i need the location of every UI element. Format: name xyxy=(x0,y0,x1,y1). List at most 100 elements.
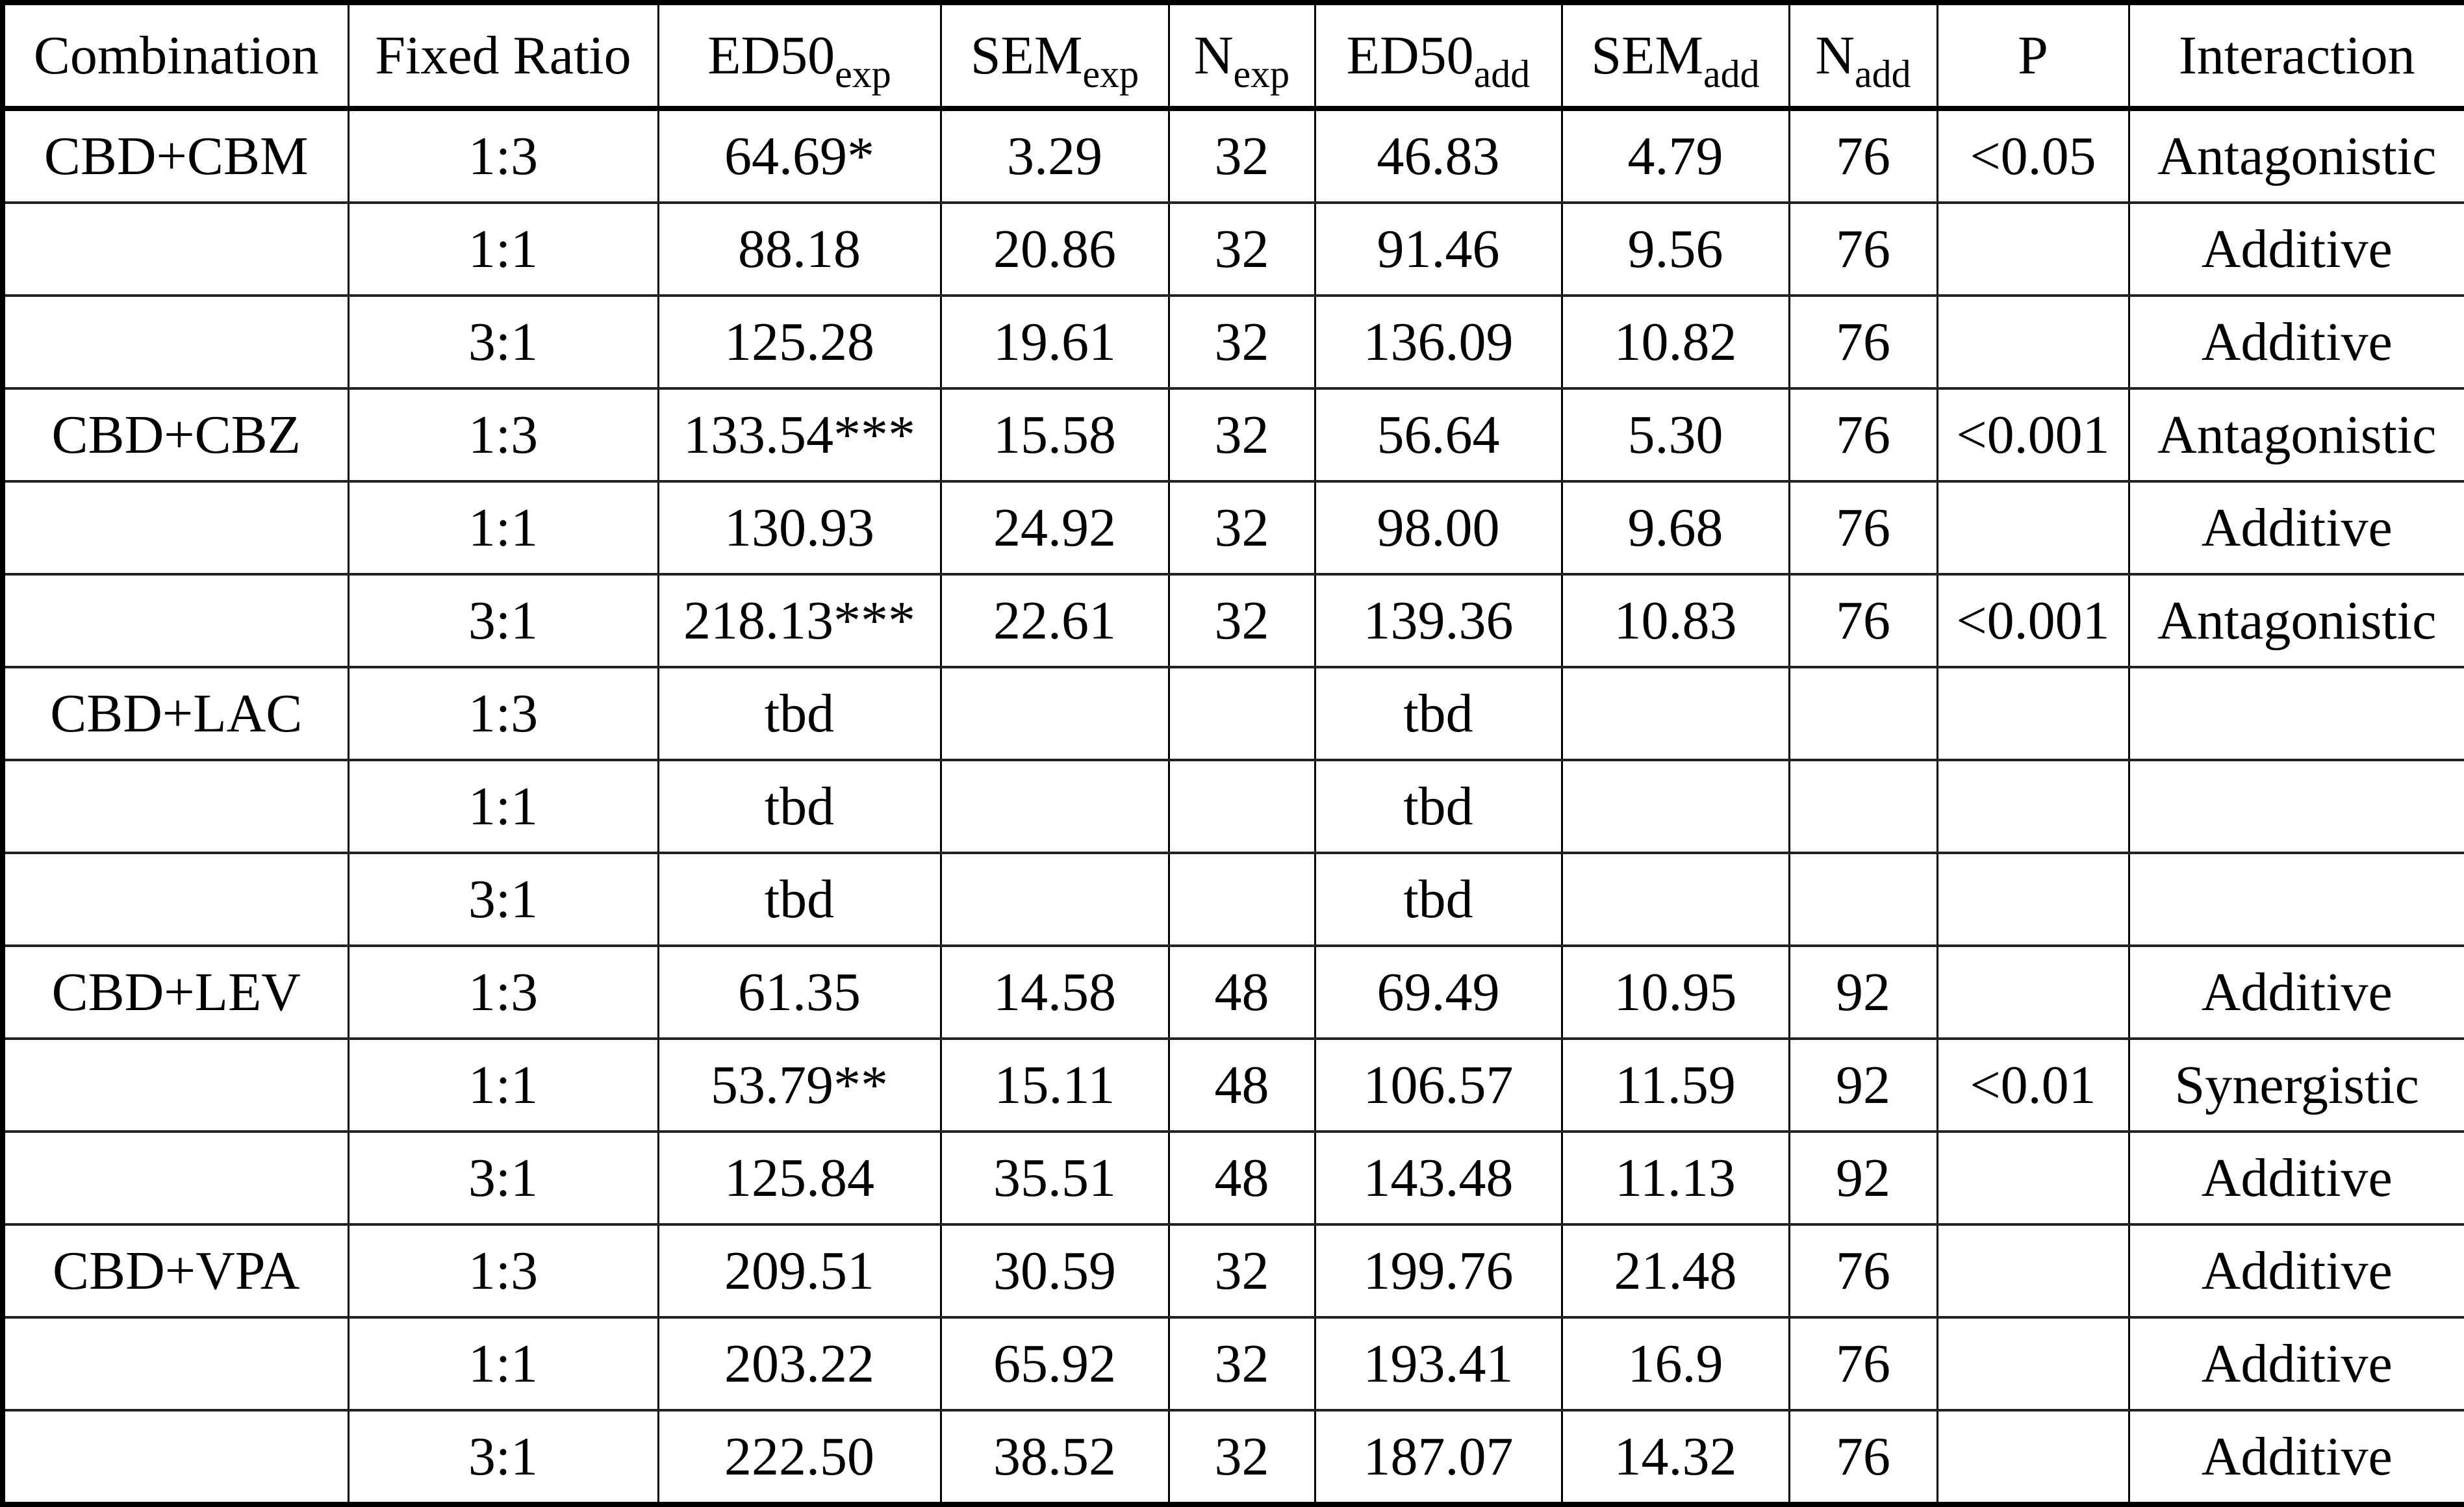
cell-sem-exp: 3.29 xyxy=(939,107,1170,204)
cell-ed50-add: 193.41 xyxy=(1314,1316,1563,1412)
cell-ed50-add: tbd xyxy=(1314,852,1563,947)
cell-sem-add: 5.30 xyxy=(1560,387,1790,483)
cell-sem-exp: 14.58 xyxy=(939,944,1170,1040)
cell-n-add: 76 xyxy=(1788,387,1938,483)
table-row: 1:1 53.79** 15.11 48 106.57 11.59 92 <0.01 Syner… xyxy=(1,1037,2464,1133)
cell-ed50-exp: 222.50 xyxy=(657,1409,942,1506)
cell-ed50-add: 139.36 xyxy=(1314,573,1563,668)
column-header-label: SEM xyxy=(970,25,1083,86)
cell-n-exp: 32 xyxy=(1167,480,1316,576)
cell-p-value xyxy=(1936,1409,2130,1506)
cell-fixed-ratio: 1:3 xyxy=(347,387,659,483)
cell-n-exp: 32 xyxy=(1167,573,1316,668)
cell-n-add: 76 xyxy=(1788,1223,1938,1319)
cell-ed50-exp: 209.51 xyxy=(657,1223,942,1319)
cell-n-add xyxy=(1788,852,1938,947)
cell-n-exp: 48 xyxy=(1167,1037,1316,1133)
cell-combination xyxy=(1,1316,349,1412)
cell-sem-exp xyxy=(939,666,1170,761)
column-header-subscript: exp xyxy=(1233,53,1290,95)
cell-p-value xyxy=(1936,666,2130,761)
cell-n-add: 76 xyxy=(1788,1409,1938,1506)
cell-fixed-ratio: 3:1 xyxy=(347,1130,659,1226)
cell-ed50-add: 136.09 xyxy=(1314,294,1563,390)
cell-ed50-add: tbd xyxy=(1314,666,1563,761)
cell-fixed-ratio: 1:3 xyxy=(347,666,659,761)
cell-sem-exp: 30.59 xyxy=(939,1223,1170,1319)
column-header-sem-exp: SEMexp xyxy=(939,1,1170,111)
cell-sem-exp: 38.52 xyxy=(939,1409,1170,1506)
cell-n-exp xyxy=(1167,852,1316,947)
cell-n-exp xyxy=(1167,666,1316,761)
column-header-label: SEM xyxy=(1591,25,1704,86)
cell-sem-add: 11.13 xyxy=(1560,1130,1790,1226)
cell-interaction xyxy=(2127,666,2464,761)
cell-n-add: 76 xyxy=(1788,1316,1938,1412)
cell-sem-add: 10.95 xyxy=(1560,944,1790,1040)
cell-sem-add xyxy=(1560,852,1790,947)
column-header-label: ED50 xyxy=(1346,25,1474,86)
cell-combination xyxy=(1,1409,349,1506)
cell-p-value xyxy=(1936,1223,2130,1319)
cell-p-value xyxy=(1936,759,2130,854)
column-header-label: N xyxy=(1815,25,1855,86)
cell-n-add: 76 xyxy=(1788,107,1938,204)
cell-n-exp: 32 xyxy=(1167,107,1316,204)
cell-interaction: Additive xyxy=(2127,294,2464,390)
cell-sem-exp: 15.11 xyxy=(939,1037,1170,1133)
cell-p-value xyxy=(1936,480,2130,576)
cell-ed50-exp: 53.79** xyxy=(657,1037,942,1133)
cell-sem-exp: 65.92 xyxy=(939,1316,1170,1412)
cell-ed50-exp: 61.35 xyxy=(657,944,942,1040)
cell-n-exp xyxy=(1167,759,1316,854)
cell-n-add xyxy=(1788,666,1938,761)
cell-ed50-add: 98.00 xyxy=(1314,480,1563,576)
table-row: 3:1 218.13*** 22.61 32 139.36 10.83 76 <0.001 An… xyxy=(1,573,2464,668)
cell-p-value: <0.05 xyxy=(1936,107,2130,204)
cell-combination: CBD+LEV xyxy=(1,944,349,1040)
cell-sem-add: 4.79 xyxy=(1560,107,1790,204)
table-row: CBD+LAC 1:3 tbd tbd xyxy=(1,666,2464,761)
cell-n-exp: 32 xyxy=(1167,201,1316,297)
cell-combination: CBD+LAC xyxy=(1,666,349,761)
cell-n-add: 76 xyxy=(1788,573,1938,668)
cell-p-value: <0.001 xyxy=(1936,387,2130,483)
cell-ed50-exp: 88.18 xyxy=(657,201,942,297)
cell-ed50-exp: tbd xyxy=(657,852,942,947)
cell-interaction: Additive xyxy=(2127,1130,2464,1226)
table-row: CBD+CBM 1:3 64.69* 3.29 32 46.83 4.79 76 <0.05 An… xyxy=(1,107,2464,204)
cell-ed50-exp: tbd xyxy=(657,759,942,854)
column-header-sem-add: SEMadd xyxy=(1560,1,1790,111)
column-header-subscript: add xyxy=(1703,53,1760,95)
cell-combination xyxy=(1,573,349,668)
cell-interaction: Additive xyxy=(2127,1316,2464,1412)
cell-ed50-add: 69.49 xyxy=(1314,944,1563,1040)
cell-ed50-exp: 125.28 xyxy=(657,294,942,390)
cell-n-add: 76 xyxy=(1788,294,1938,390)
cell-p-value: <0.001 xyxy=(1936,573,2130,668)
cell-sem-add: 16.9 xyxy=(1560,1316,1790,1412)
cell-sem-add: 10.83 xyxy=(1560,573,1790,668)
cell-ed50-add: 106.57 xyxy=(1314,1037,1563,1133)
cell-n-add: 76 xyxy=(1788,201,1938,297)
cell-sem-exp: 22.61 xyxy=(939,573,1170,668)
column-header-ed50-exp: ED50exp xyxy=(657,1,942,111)
cell-n-exp: 48 xyxy=(1167,1130,1316,1226)
cell-combination: CBD+VPA xyxy=(1,1223,349,1319)
table-row: 1:1 88.18 20.86 32 91.46 9.56 76 Additive xyxy=(1,201,2464,297)
column-header-label: Interaction xyxy=(2178,25,2415,86)
cell-n-add: 92 xyxy=(1788,1130,1938,1226)
column-header-subscript: add xyxy=(1855,53,1911,95)
cell-n-add: 92 xyxy=(1788,1037,1938,1133)
cell-ed50-add: 199.76 xyxy=(1314,1223,1563,1319)
table-row: CBD+LEV 1:3 61.35 14.58 48 69.49 10.95 92 Additi… xyxy=(1,944,2464,1040)
cell-interaction: Additive xyxy=(2127,1223,2464,1319)
cell-interaction: Additive xyxy=(2127,480,2464,576)
cell-n-exp: 32 xyxy=(1167,1223,1316,1319)
cell-interaction: Synergistic xyxy=(2127,1037,2464,1133)
cell-fixed-ratio: 1:1 xyxy=(347,201,659,297)
cell-fixed-ratio: 1:1 xyxy=(347,1316,659,1412)
cell-sem-exp: 15.58 xyxy=(939,387,1170,483)
cell-p-value xyxy=(1936,1130,2130,1226)
cell-interaction xyxy=(2127,852,2464,947)
